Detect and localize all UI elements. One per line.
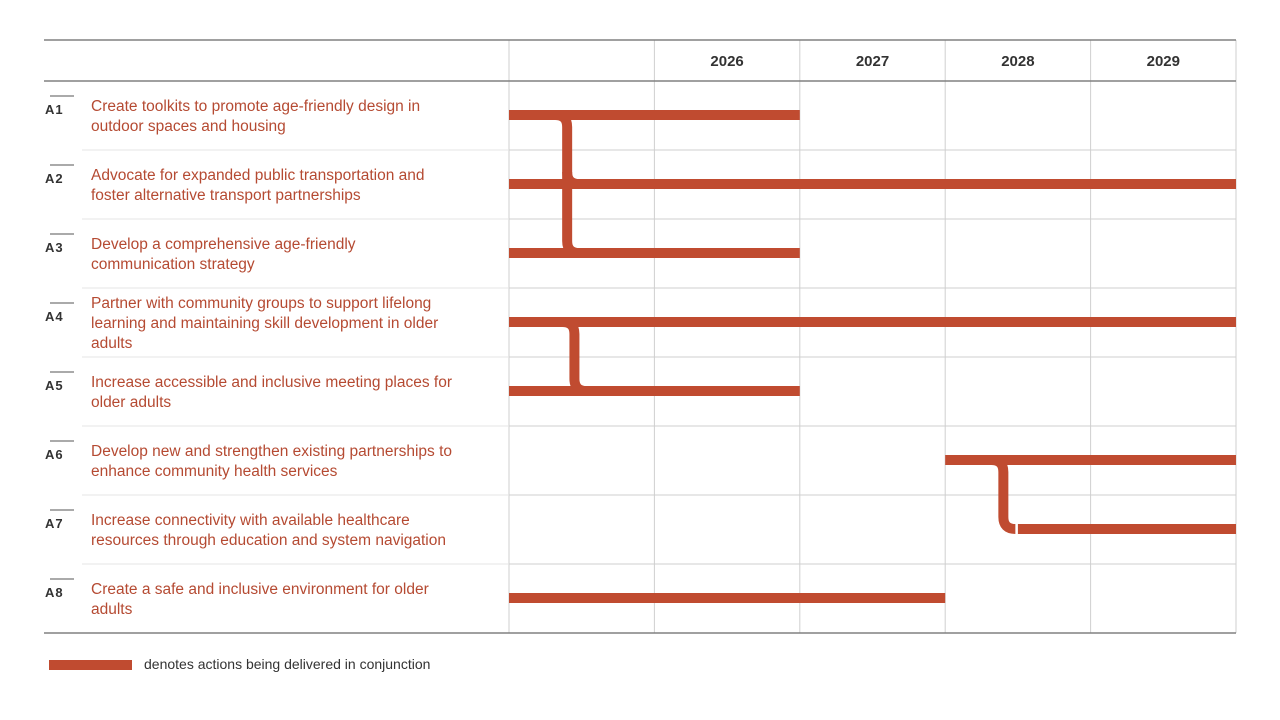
- action-description-line: Create toolkits to promote age-friendly …: [91, 98, 420, 115]
- timeline-bar-a6: [945, 455, 1236, 465]
- action-description-line: adults: [91, 601, 133, 618]
- action-description-line: Increase accessible and inclusive meetin…: [91, 374, 452, 391]
- grid-lines: [44, 39, 1237, 634]
- action-code: A3: [45, 240, 64, 255]
- timeline-bar-a4: [509, 317, 1236, 327]
- action-description-line: adults: [91, 335, 133, 352]
- legend: denotes actions being delivered in conju…: [49, 656, 430, 672]
- legend-swatch: [49, 660, 132, 670]
- action-code: A6: [45, 447, 64, 462]
- action-description-line: Develop new and strengthen existing part…: [91, 443, 452, 460]
- action-row-a4: A4 Partner with community groups to suppo…: [45, 295, 438, 352]
- action-description-line: Develop a comprehensive age-friendly: [91, 236, 356, 253]
- action-row-a8: A8 Create a safe and inclusive environmen…: [45, 578, 429, 618]
- action-row-a7: A7 Increase connectivity with available h…: [45, 509, 446, 549]
- action-code: A1: [45, 102, 64, 117]
- timeline-bar-a3: [509, 248, 800, 258]
- action-row-a5: A5 Increase accessible and inclusive meet…: [45, 371, 452, 411]
- action-row-a3: A3 Develop a comprehensive age-friendly co…: [45, 233, 356, 273]
- action-description-line: Partner with community groups to support…: [91, 295, 431, 312]
- timeline-bars: [509, 110, 1236, 603]
- timeline-bar-a8: [509, 593, 946, 603]
- action-description-line: enhance community health services: [91, 463, 338, 480]
- action-description-line: Advocate for expanded public transportat…: [91, 167, 424, 184]
- action-code: A4: [45, 309, 64, 324]
- action-code: A7: [45, 516, 64, 531]
- action-description-line: foster alternative transport partnership…: [91, 187, 361, 204]
- timeline-bar-a7: [1017, 524, 1236, 534]
- timeline-bar-a1: [509, 110, 800, 120]
- action-description-line: communication strategy: [91, 256, 255, 273]
- year-header: 2027: [856, 53, 889, 70]
- action-row-a6: A6 Develop new and strengthen existing pa…: [45, 440, 452, 480]
- action-description-line: learning and maintaining skill developme…: [91, 315, 438, 332]
- action-code: A8: [45, 585, 64, 600]
- legend-text: denotes actions being delivered in conju…: [144, 656, 430, 672]
- action-row-a1: A1 Create toolkits to promote age-friendl…: [45, 95, 420, 135]
- action-description-line: older adults: [91, 394, 171, 411]
- action-code: A5: [45, 378, 64, 393]
- action-description-line: resources through education and system n…: [91, 532, 446, 549]
- action-code: A2: [45, 171, 64, 186]
- year-header: 2028: [1001, 53, 1034, 70]
- action-rows: A1 Create toolkits to promote age-friendl…: [45, 95, 452, 618]
- timeline-bar-a2: [509, 179, 1236, 189]
- year-headers: 2026 2027 2028 2029: [710, 53, 1180, 70]
- timeline-bar-a5: [509, 386, 800, 396]
- year-header: 2026: [710, 53, 743, 70]
- action-description-line: outdoor spaces and housing: [91, 118, 286, 135]
- action-row-a2: A2 Advocate for expanded public transport…: [45, 164, 424, 204]
- year-header: 2029: [1147, 53, 1180, 70]
- action-description-line: Create a safe and inclusive environment …: [91, 581, 429, 598]
- action-description-line: Increase connectivity with available hea…: [91, 512, 410, 529]
